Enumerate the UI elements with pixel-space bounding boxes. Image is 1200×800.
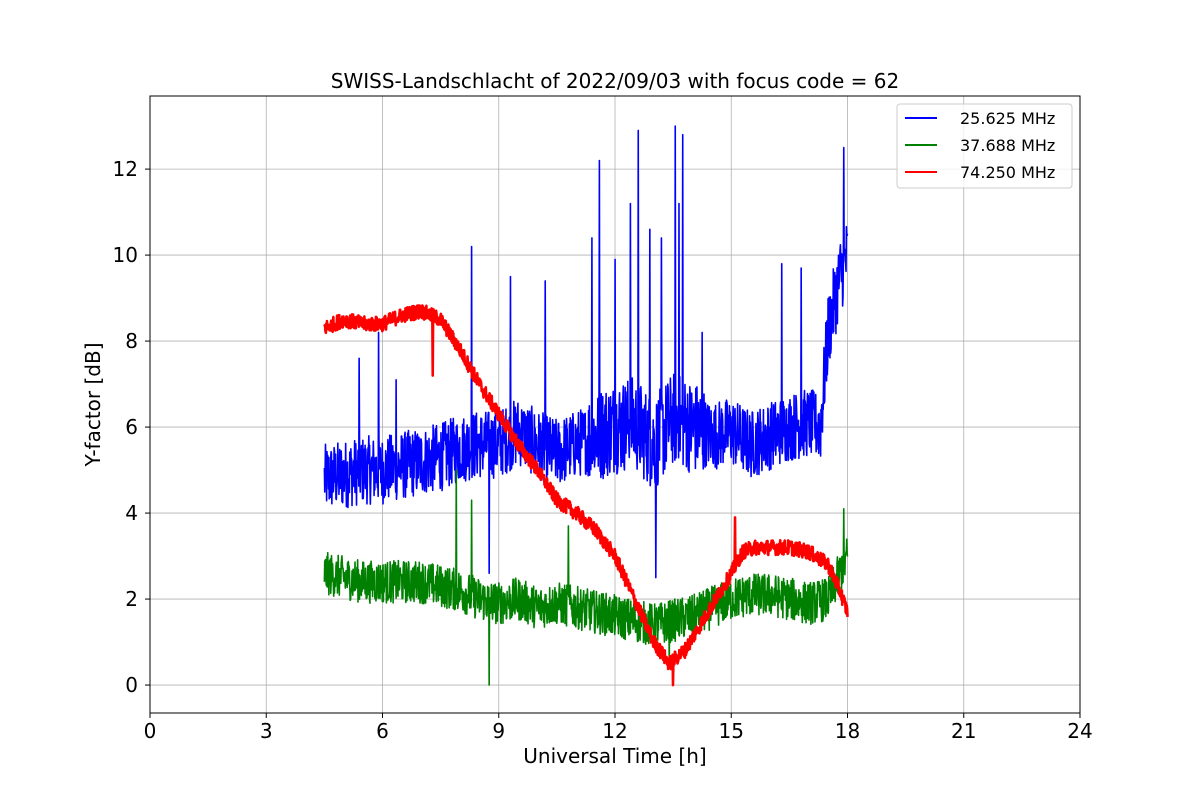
x-tick-label: 3: [260, 719, 273, 743]
series-line: [323, 304, 849, 687]
legend-label: 37.688 MHz: [960, 136, 1055, 155]
x-tick-label: 18: [835, 719, 860, 743]
x-tick-label: 24: [1067, 719, 1092, 743]
y-axis-label: Y-factor [dB]: [81, 342, 105, 467]
x-tick-label: 6: [376, 719, 389, 743]
y-tick-label: 10: [113, 243, 138, 267]
y-tick-label: 6: [125, 415, 138, 439]
x-tick-label: 15: [719, 719, 744, 743]
x-tick-label: 9: [492, 719, 505, 743]
legend: 25.625 MHz 37.688 MHz 74.250 MHz: [896, 103, 1073, 189]
series-line: [323, 469, 849, 686]
x-tick-label: 12: [602, 719, 627, 743]
x-tick-label: 0: [144, 719, 157, 743]
y-tick-label: 2: [125, 587, 138, 611]
x-tick-label: 21: [951, 719, 976, 743]
legend-box: [896, 103, 1073, 189]
chart-title: SWISS-Landschlacht of 2022/09/03 with fo…: [331, 69, 899, 93]
x-axis-label: Universal Time [h]: [523, 744, 706, 768]
legend-label: 74.250 MHz: [960, 163, 1055, 182]
plot-area: [323, 125, 849, 687]
y-tick-label: 0: [125, 673, 138, 697]
series-line: [323, 125, 849, 579]
y-tick-label: 12: [113, 157, 138, 181]
legend-label: 25.625 MHz: [960, 109, 1055, 128]
y-tick-label: 8: [125, 329, 138, 353]
y-tick-label: 4: [125, 501, 138, 525]
